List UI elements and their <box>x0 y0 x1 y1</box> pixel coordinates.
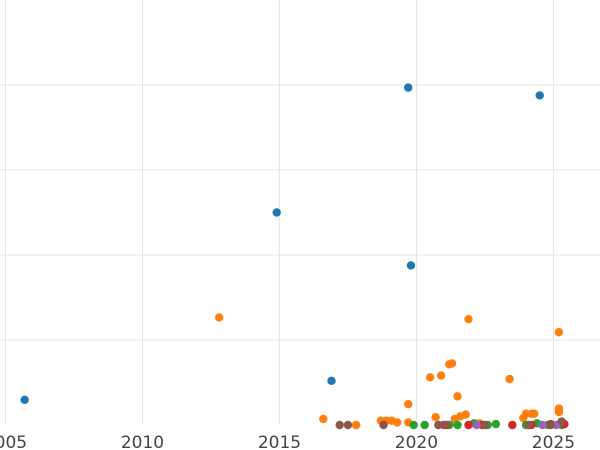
data-point <box>214 313 224 322</box>
data-point <box>453 392 462 401</box>
data-point <box>447 359 457 368</box>
data-point <box>436 371 446 380</box>
data-point <box>464 314 473 324</box>
data-point <box>530 409 539 418</box>
data-point <box>464 420 473 430</box>
data-point <box>420 420 429 430</box>
x-tick-label: 2010 <box>121 433 164 450</box>
data-point <box>461 410 470 419</box>
data-point <box>508 420 517 430</box>
x-axis-ticks: 2005 2010 2015 2020 2025 <box>0 433 575 450</box>
data-point <box>431 412 440 422</box>
data-point <box>453 420 462 430</box>
data-point <box>554 407 564 417</box>
x-tick-label: 2025 <box>532 433 575 450</box>
x-tick-label: 2015 <box>258 433 301 450</box>
x-tick-label: 2020 <box>395 433 438 450</box>
data-point <box>404 399 413 409</box>
data-point <box>434 420 443 430</box>
data-point <box>480 420 490 430</box>
data-point <box>554 327 564 337</box>
data-point <box>20 395 29 405</box>
data-points <box>20 83 569 430</box>
data-point <box>351 420 361 430</box>
data-point <box>546 420 555 430</box>
data-point <box>442 420 451 430</box>
data-point <box>491 419 501 429</box>
data-point <box>272 208 281 217</box>
data-point <box>404 83 413 92</box>
data-point <box>505 374 514 384</box>
grid <box>0 0 600 425</box>
data-point <box>379 420 388 430</box>
data-point <box>319 414 328 424</box>
x-tick-label: 2005 <box>0 433 27 450</box>
data-point <box>393 418 402 427</box>
data-point <box>335 420 344 430</box>
data-point <box>406 261 416 270</box>
data-point <box>327 376 336 385</box>
data-point <box>524 420 533 430</box>
data-point <box>409 420 418 430</box>
data-point <box>343 420 353 430</box>
data-point <box>425 373 435 382</box>
data-point <box>535 91 544 100</box>
data-point <box>538 420 547 430</box>
data-point <box>557 417 566 426</box>
data-point <box>472 420 481 430</box>
